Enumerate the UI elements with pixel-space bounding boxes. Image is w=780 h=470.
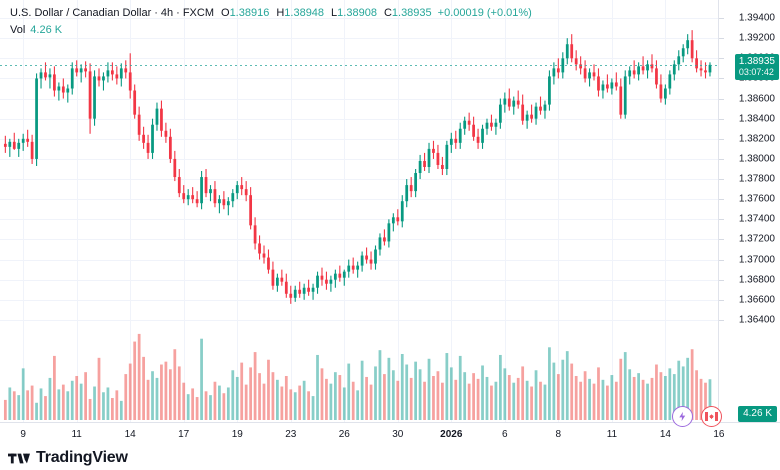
- price-tick: [719, 259, 724, 261]
- volume-badge[interactable]: 4.26 K: [738, 406, 777, 422]
- volume-label: Vol: [10, 24, 26, 36]
- tradingview-logo[interactable]: TradingView: [8, 450, 128, 466]
- time-label: 23: [285, 429, 297, 440]
- time-label: 17: [178, 429, 190, 440]
- high-value: 1.38948: [284, 7, 325, 19]
- current-price-badge[interactable]: 1.38935 03:07:42: [734, 53, 779, 80]
- price-tick: [719, 18, 724, 20]
- time-label: 14: [124, 429, 136, 440]
- close-value: 1.38935: [391, 7, 432, 19]
- canada-flag-icon[interactable]: [701, 406, 722, 427]
- price-tick: [719, 158, 724, 160]
- volume-value: 4.26 K: [30, 24, 63, 36]
- tradingview-wordmark: TradingView: [36, 449, 128, 466]
- change-value: +0.00019 (+0.01%): [437, 7, 532, 19]
- high-label: H: [276, 7, 285, 19]
- price-label: 1.36400: [738, 314, 775, 326]
- price-label: 1.38600: [738, 93, 775, 105]
- chart-legend: U.S. Dollar / Canadian Dollar · 4h · FXC…: [10, 6, 532, 37]
- symbol-name[interactable]: U.S. Dollar / Canadian Dollar: [10, 7, 152, 19]
- current-price-value: 1.38935: [738, 55, 775, 67]
- candlestick-series: [0, 30, 718, 420]
- price-label: 1.37600: [738, 193, 775, 205]
- price-tick: [719, 299, 724, 301]
- time-scale[interactable]: 9 11 14 17 19 23 26 30 2026 6 8 11 14 16: [0, 422, 780, 449]
- price-tick: [719, 78, 724, 80]
- lightning-bolt-glyph: [679, 411, 686, 422]
- open-value: 1.38916: [229, 7, 270, 19]
- price-tick: [719, 118, 724, 120]
- time-label: 11: [606, 429, 618, 440]
- time-label: 16: [713, 429, 725, 440]
- price-tick: [719, 279, 724, 281]
- price-tick: [719, 319, 724, 321]
- low-value: 1.38908: [337, 7, 377, 19]
- price-scale[interactable]: 1.394001.392001.390001.388001.386001.384…: [718, 0, 780, 422]
- time-label: 2026: [440, 429, 463, 440]
- price-tick: [719, 58, 724, 60]
- price-label: 1.37400: [738, 213, 775, 225]
- canada-flag-glyph: [705, 412, 718, 421]
- time-label: 14: [659, 429, 671, 440]
- close-label: C: [383, 7, 392, 19]
- chart-footer: TradingView: [0, 448, 780, 470]
- bar-countdown: 03:07:42: [738, 66, 774, 77]
- price-label: 1.36600: [738, 294, 775, 306]
- price-tick: [719, 138, 724, 140]
- time-label: 11: [71, 429, 82, 440]
- tradingview-logo-icon: [8, 453, 30, 463]
- price-tick: [719, 38, 724, 40]
- low-label: L: [331, 7, 338, 19]
- exchange-label[interactable]: FXCM: [182, 7, 214, 19]
- legend-separator-1: ·: [154, 7, 158, 19]
- time-label: 19: [231, 429, 243, 440]
- price-tick: [719, 98, 724, 100]
- interval-label[interactable]: 4h: [160, 7, 174, 19]
- price-tick: [719, 239, 724, 241]
- price-label: 1.38000: [738, 153, 775, 165]
- price-label: 1.37200: [738, 233, 775, 245]
- chart-gridlines: [0, 0, 718, 422]
- legend-row-volume: Vol 4.26 K: [10, 23, 532, 37]
- legend-separator-2: ·: [176, 7, 180, 19]
- price-label: 1.39400: [738, 12, 775, 24]
- ohlc-low: L1.38908: [331, 6, 377, 20]
- price-tick: [719, 179, 724, 181]
- time-label: 8: [555, 429, 562, 440]
- price-tick: [719, 219, 724, 221]
- price-label: 1.38400: [738, 113, 775, 125]
- price-label: 1.39200: [738, 32, 775, 44]
- price-label: 1.37000: [738, 254, 775, 266]
- ohlc-close: C1.38935: [384, 6, 432, 20]
- ohlc-high: H1.38948: [276, 6, 324, 20]
- ohlc-open: O1.38916: [221, 6, 269, 20]
- time-label: 6: [502, 429, 508, 440]
- time-label: 26: [338, 429, 350, 440]
- open-label: O: [221, 7, 230, 19]
- time-label: 9: [20, 429, 26, 440]
- chart-plot-area[interactable]: [0, 0, 718, 422]
- price-label: 1.37800: [738, 173, 775, 185]
- lightning-bolt-icon[interactable]: [672, 406, 693, 427]
- price-label: 1.38200: [738, 133, 775, 145]
- time-label: 30: [392, 429, 404, 440]
- legend-row-symbol: U.S. Dollar / Canadian Dollar · 4h · FXC…: [10, 6, 532, 20]
- price-label: 1.36800: [738, 274, 775, 286]
- price-tick: [719, 199, 724, 201]
